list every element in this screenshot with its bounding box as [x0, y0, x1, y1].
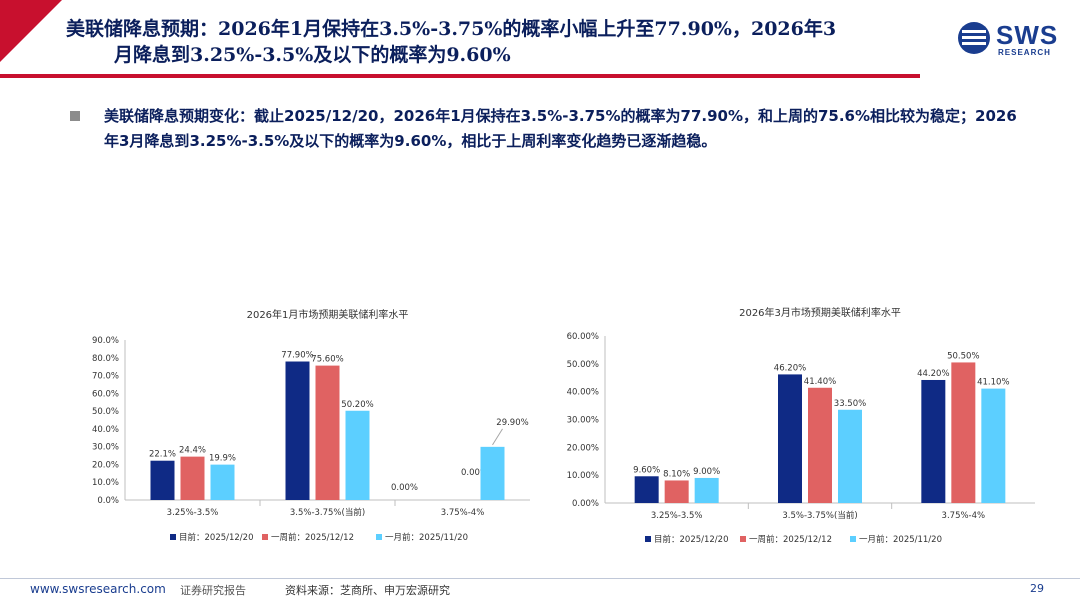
bar-week-ago	[951, 362, 976, 503]
chart-title: 2026年3月市场预期美联储利率水平	[739, 306, 901, 319]
data-label-leader	[492, 428, 503, 446]
bullet-text: 美联储降息预期变化：截止2025/12/20，2026年1月保持在3.5%-3.…	[104, 107, 1017, 150]
x-tick-label: 3.5%-3.75%(当前)	[290, 507, 365, 518]
chart-mar-2026-svg: 2026年3月市场预期美联储利率水平 0.00% 10.00% 20.00% 30.00…	[567, 306, 1035, 545]
y-tick-label: 30.0%	[92, 443, 119, 453]
x-tick-label: 3.5%-3.75%(当前)	[782, 510, 857, 521]
y-tick-label: 70.0%	[92, 372, 119, 382]
y-tick-label: 0.00%	[572, 499, 599, 509]
data-label: 22.1%	[149, 450, 176, 460]
bar-month-ago	[981, 388, 1006, 503]
footer-divider	[0, 578, 1080, 579]
bar-week-ago	[180, 456, 205, 500]
bar-current	[150, 460, 175, 500]
data-label: 0.00%	[461, 468, 488, 478]
logo-name: SWS	[996, 20, 1059, 50]
y-tick-label: 10.00%	[567, 471, 599, 481]
chart-mar-2026: 2026年3月市场预期美联储利率水平 0.00% 10.00% 20.00% 30.00…	[555, 300, 1045, 555]
legend-label: 一月前：2025/11/20	[859, 534, 942, 545]
y-tick-label: 50.00%	[567, 360, 599, 370]
legend-label: 一周前：2025/12/12	[749, 534, 832, 545]
y-tick-label: 50.0%	[92, 407, 119, 417]
title-underline	[0, 74, 920, 78]
title-banner: 美联储降息预期：2026年1月保持在3.5%-3.75%的概率小幅上升至77.9…	[0, 0, 1080, 80]
x-tick-label: 3.75%-4%	[441, 508, 485, 518]
data-label: 19.9%	[209, 454, 236, 464]
x-tick-label: 3.25%-3.5%	[167, 508, 219, 518]
bar-current	[634, 476, 659, 503]
data-label: 9.00%	[693, 467, 720, 477]
y-tick-label: 10.0%	[92, 478, 119, 488]
legend-label: 一月前：2025/11/20	[385, 532, 468, 543]
legend-label: 目前：2025/12/20	[179, 532, 254, 543]
bar-month-ago	[694, 477, 719, 503]
y-tick-label: 40.0%	[92, 425, 119, 435]
x-tick-label: 3.75%-4%	[942, 511, 986, 521]
chart-jan-2026-svg: 2026年1月市场预期美联储利率水平 0.0% 10.0% 20.0% 30.0% 40.…	[92, 308, 530, 543]
y-tick-label: 60.00%	[567, 332, 599, 342]
y-tick-label: 90.0%	[92, 336, 119, 346]
red-corner-accent	[0, 0, 62, 62]
bar-current	[921, 379, 946, 503]
bar-week-ago	[315, 365, 340, 500]
bar-week-ago	[808, 387, 832, 503]
data-label: 8.10%	[663, 469, 690, 479]
legend-label: 目前：2025/12/20	[654, 534, 729, 545]
y-tick-label: 30.00%	[567, 416, 599, 426]
page-title: 美联储降息预期：2026年1月保持在3.5%-3.75%的概率小幅上升至77.9…	[66, 16, 946, 68]
data-label: 50.20%	[341, 400, 373, 410]
legend-swatch	[170, 534, 176, 540]
legend-swatch	[850, 536, 856, 542]
bar-month-ago	[480, 446, 505, 500]
data-label: 46.20%	[774, 363, 806, 373]
bar-current	[285, 361, 310, 500]
page-title-line1: 美联储降息预期：2026年1月保持在3.5%-3.75%的概率小幅上升至77.9…	[66, 18, 837, 40]
bullet-square-icon	[70, 111, 80, 121]
footer-site-link[interactable]: www.swsresearch.com	[30, 582, 166, 596]
footer-source: 资料来源：芝商所、申万宏源研究	[285, 584, 450, 597]
data-label: 44.20%	[917, 369, 949, 379]
y-tick-label: 80.0%	[92, 354, 119, 364]
data-label: 75.60%	[311, 355, 343, 365]
bar-month-ago	[345, 410, 370, 500]
bullet-point: 美联储降息预期变化：截止2025/12/20，2026年1月保持在3.5%-3.…	[70, 104, 1030, 154]
sws-globe-icon	[958, 22, 990, 54]
page-number: 29	[1030, 582, 1044, 595]
legend-swatch	[262, 534, 268, 540]
bar-current	[778, 374, 802, 503]
bar-month-ago	[838, 409, 862, 503]
legend-swatch	[645, 536, 651, 542]
y-tick-label: 60.0%	[92, 389, 119, 399]
chart-jan-2026: 2026年1月市场预期美联储利率水平 0.0% 10.0% 20.0% 30.0% 40.…	[70, 300, 540, 555]
page-title-line2: 月降息到3.25%-3.5%及以下的概率为9.60%	[114, 44, 511, 66]
y-tick-label: 0.0%	[97, 496, 119, 506]
data-label: 9.60%	[633, 465, 660, 475]
bar-month-ago	[210, 464, 235, 500]
footer-report-label: 证券研究报告	[180, 584, 246, 597]
data-label: 77.90%	[281, 351, 313, 361]
data-label: 0.00%	[391, 483, 418, 493]
data-label: 50.50%	[947, 351, 979, 361]
data-label: 41.40%	[804, 377, 836, 387]
legend-swatch	[740, 536, 746, 542]
y-tick-label: 20.00%	[567, 443, 599, 453]
title-bar	[0, 0, 930, 76]
legend-swatch	[376, 534, 382, 540]
sws-logo: SWS RESEARCH	[958, 20, 1068, 58]
y-tick-label: 40.00%	[567, 388, 599, 398]
bar-week-ago	[664, 480, 689, 503]
chart-title: 2026年1月市场预期美联储利率水平	[247, 308, 409, 321]
data-label: 33.50%	[834, 399, 866, 409]
x-tick-label: 3.25%-3.5%	[651, 511, 703, 521]
data-label: 29.90%	[496, 418, 528, 428]
logo-sub: RESEARCH	[998, 48, 1051, 57]
legend-label: 一周前：2025/12/12	[271, 532, 354, 543]
y-tick-label: 20.0%	[92, 460, 119, 470]
data-label: 41.10%	[977, 378, 1009, 388]
data-label: 24.4%	[179, 446, 206, 456]
